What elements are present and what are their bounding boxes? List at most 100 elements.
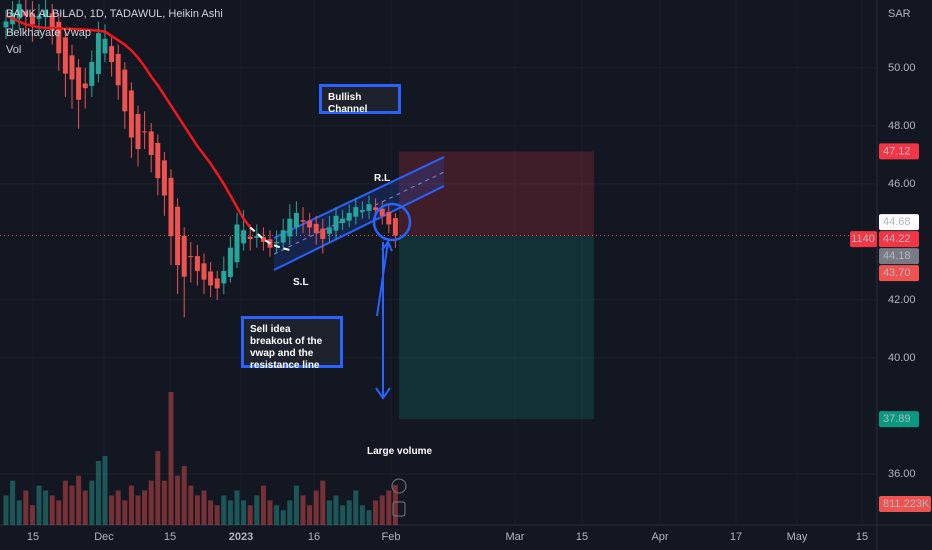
volume-bar <box>366 510 372 525</box>
volume-bar <box>115 490 121 525</box>
candle-body <box>359 210 365 212</box>
candle-body <box>122 69 128 112</box>
volume-bar <box>326 500 332 525</box>
candle-body <box>307 220 313 228</box>
candle-body <box>366 204 372 211</box>
volume-bar <box>353 490 359 525</box>
annotation-text: S.L <box>293 277 309 288</box>
volume-bar <box>373 500 379 525</box>
candle-body <box>62 37 68 74</box>
y-tick-label: 36.00 <box>888 468 916 480</box>
volume-bar <box>201 490 207 525</box>
candle-body <box>89 62 95 86</box>
annotation-text: R.L <box>374 173 391 184</box>
candle-body <box>373 207 379 210</box>
annotation-box: Sell idea breakout of the vwap and the r… <box>241 316 343 371</box>
candle-body <box>313 223 319 234</box>
candle-body <box>340 218 346 224</box>
candle-body <box>333 215 339 231</box>
symbol-title: BANK ALBILAD, 1D, TADAWUL, Heikin Ashi <box>6 8 223 20</box>
candle-body <box>392 218 398 236</box>
volume-bar <box>109 495 115 525</box>
volume-bar <box>69 485 75 525</box>
candle-body <box>76 67 82 100</box>
price-label: 43.70 <box>883 267 911 279</box>
candle-body <box>109 46 115 63</box>
volume-bar <box>241 500 247 525</box>
volume-bar <box>320 480 326 525</box>
candle-body <box>188 256 194 258</box>
candle-body <box>175 206 181 266</box>
price-label-bg <box>879 143 919 160</box>
volume-label-bg <box>879 496 931 512</box>
volume-bar <box>359 505 365 525</box>
volume-bar <box>194 495 200 525</box>
volume-bar <box>16 500 22 525</box>
y-tick-label: 46.00 <box>888 178 916 190</box>
price-label-bg <box>879 248 919 265</box>
candle-body <box>326 227 332 234</box>
volume-bar <box>280 510 286 525</box>
candle-body <box>346 212 352 221</box>
y-tick-label: 48.00 <box>888 120 916 132</box>
volume-bar <box>102 456 108 525</box>
volume-bar <box>3 495 9 525</box>
candle-body <box>287 218 293 237</box>
volume-bar <box>168 392 174 525</box>
candle-body <box>49 13 55 31</box>
candle-body <box>161 160 167 196</box>
candle-body <box>234 224 240 263</box>
candle-body <box>135 113 141 150</box>
candle-body <box>115 53 121 86</box>
volume-bar <box>76 475 82 525</box>
y-tick-label: 42.00 <box>888 294 916 306</box>
volume-bar <box>313 490 319 525</box>
candle-body <box>148 131 154 155</box>
volume-bar <box>175 475 181 525</box>
x-tick-label: Apr <box>651 531 668 543</box>
candle-body <box>3 21 9 28</box>
candle-body <box>128 90 134 138</box>
volume-bar <box>214 505 220 525</box>
countdown: 1140 <box>851 233 875 245</box>
candle-body <box>254 236 260 238</box>
price-label: 37.89 <box>883 413 911 425</box>
channel-line <box>273 156 445 239</box>
countdown-bg <box>850 231 877 248</box>
price-label-bg <box>879 411 919 428</box>
x-tick-label: 15 <box>27 531 39 543</box>
volume-bar <box>307 505 313 525</box>
volume-bar <box>221 495 227 525</box>
target-zone <box>399 235 594 420</box>
price-label-bg <box>879 214 919 231</box>
volume-bar <box>62 480 68 525</box>
candle-body <box>320 228 326 240</box>
x-tick-label: 17 <box>730 531 742 543</box>
volume-bar <box>234 490 240 525</box>
channel-line <box>273 185 445 271</box>
price-label: 44.18 <box>883 250 911 262</box>
volume-bar <box>392 485 398 525</box>
icon <box>391 478 407 494</box>
volume-bar <box>89 480 95 525</box>
x-tick-label: 16 <box>308 531 320 543</box>
indicator-label: Belkhayate Vwap <box>6 27 91 39</box>
icon <box>392 501 406 517</box>
volume-bar <box>49 495 55 525</box>
annotation-box: Bullish Channel <box>319 84 401 115</box>
volume-bar <box>43 490 49 525</box>
price-label: 44.22 <box>883 233 911 245</box>
volume-bar <box>267 500 273 525</box>
currency: SAR <box>888 8 911 20</box>
volume-bar <box>227 500 233 525</box>
candle-body <box>69 55 75 80</box>
x-tick-label: 15 <box>576 531 588 543</box>
candle-body <box>36 15 42 19</box>
candle-body <box>43 9 49 18</box>
volume-bar <box>82 490 88 525</box>
volume-bar <box>340 505 346 525</box>
arrow <box>376 240 393 317</box>
volume-bar <box>386 490 392 525</box>
volume-bar <box>29 505 35 525</box>
